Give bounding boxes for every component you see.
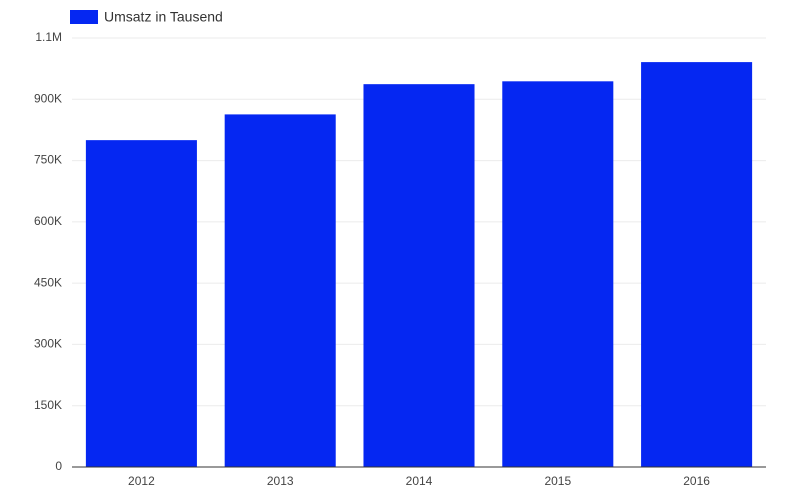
x-tick-label: 2016 — [683, 474, 710, 488]
legend-text: Umsatz in Tausend — [104, 9, 223, 25]
y-tick-label: 1.1M — [35, 30, 62, 44]
y-tick-label: 450K — [34, 275, 62, 289]
bar — [641, 62, 753, 467]
y-tick-label: 300K — [34, 337, 62, 351]
y-tick-label: 750K — [34, 153, 62, 167]
bar — [224, 114, 336, 467]
y-tick-label: 900K — [34, 91, 62, 105]
x-tick-label: 2013 — [267, 474, 294, 488]
x-tick-label: 2015 — [544, 474, 571, 488]
y-tick-label: 600K — [34, 214, 62, 228]
y-tick-label: 0 — [55, 459, 62, 473]
bar — [502, 81, 614, 468]
legend-swatch — [70, 10, 98, 24]
x-tick-label: 2012 — [128, 474, 155, 488]
bar — [363, 84, 475, 467]
bar — [85, 140, 197, 467]
y-tick-label: 150K — [34, 398, 62, 412]
x-tick-label: 2014 — [406, 474, 433, 488]
